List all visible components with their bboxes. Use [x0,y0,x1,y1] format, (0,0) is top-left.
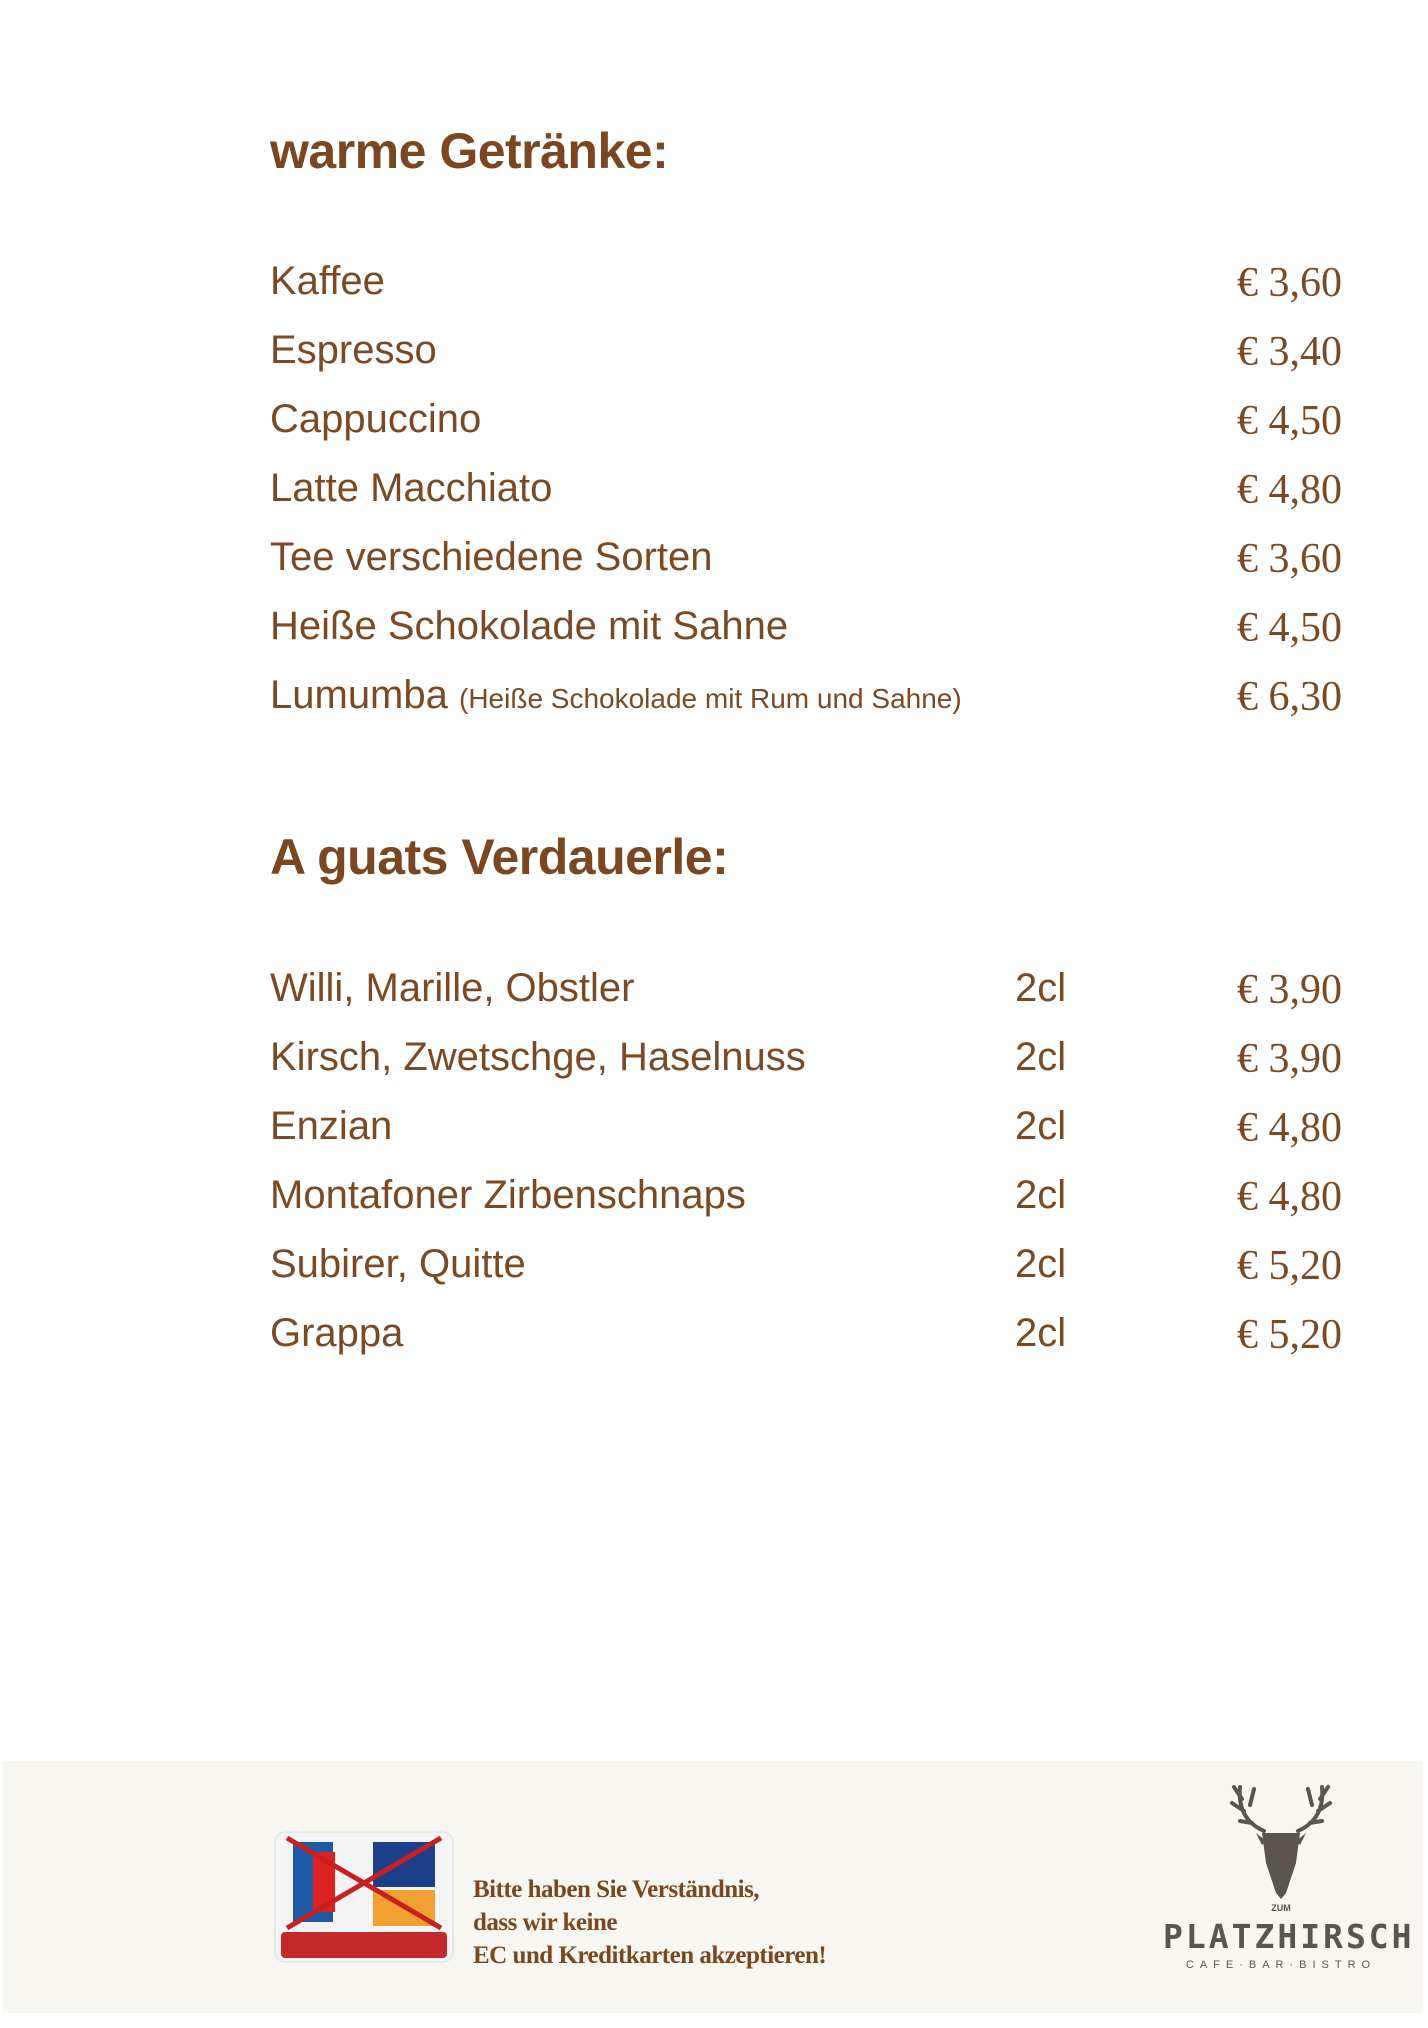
no-card-payment-icon [273,1830,455,1964]
notice-line: Bitte haben Sie Verständnis, [473,1876,760,1903]
item-size: 2cl [1015,1242,1067,1286]
item-name-text: Kaffee [270,259,385,303]
notice-line: dass wir keine [473,1909,617,1936]
item-size: 2cl [1015,1035,1067,1079]
item-name-text: Enzian [270,1104,393,1148]
menu-item: Heiße Schokolade mit Sahne € 4,50 [270,604,1342,664]
item-name-text: Montafoner Zirbenschnaps [270,1173,746,1217]
item-name-text: Kirsch, Zwetschge, Haselnuss [270,1035,806,1079]
menu-item: Lumumba (Heiße Schokolade mit Rum und Sa… [270,673,1342,733]
item-name-text: Cappuccino [270,397,482,441]
item-note: (Heiße Schokolade mit Rum und Sahne) [459,683,962,714]
platzhirsch-logo: ZUM PLATZHIRSCH CAFE·BAR·BISTRO [1163,1783,1415,1975]
item-name-text: Latte Macchiato [270,466,553,510]
menu-item: Kaffee € 3,60 [270,259,1342,319]
menu-item: Espresso € 3,40 [270,328,1342,388]
section-title-digestifs: A guats Verdauerle: [270,829,729,885]
menu-item: Grappa 2cl € 5,20 [270,1311,1342,1371]
menu-item: Enzian 2cl € 4,80 [270,1104,1342,1164]
logo-small-text: ZUM [1271,1903,1291,1913]
item-name: Cappuccino [270,397,481,442]
item-price: € 4,80 [1237,1105,1342,1151]
item-price: € 4,50 [1237,605,1342,651]
item-name-text: Tee verschiedene Sorten [270,535,713,579]
section-title-warm-drinks: warme Getränke: [270,123,669,179]
item-name-text: Willi, Marille, Obstler [270,966,635,1010]
item-price: € 6,30 [1237,674,1342,720]
item-price: € 3,90 [1237,967,1342,1013]
item-name: Grappa [270,1311,403,1356]
item-price: € 5,20 [1237,1312,1342,1358]
menu-item: Subirer, Quitte 2cl € 5,20 [270,1242,1342,1302]
item-name: Subirer, Quitte [270,1242,526,1287]
menu-item: Cappuccino € 4,50 [270,397,1342,457]
item-name: Montafoner Zirbenschnaps [270,1173,746,1218]
item-name: Kaffee [270,259,385,304]
item-name-text: Espresso [270,328,437,372]
item-price: € 5,20 [1237,1243,1342,1289]
item-price: € 4,80 [1237,1174,1342,1220]
item-name: Espresso [270,328,437,373]
item-price: € 3,40 [1237,329,1342,375]
item-price: € 4,80 [1237,467,1342,513]
footer-band: Bitte haben Sie Verständnis, dass wir ke… [3,1761,1423,2013]
stag-head-icon [1230,1785,1332,1899]
item-size: 2cl [1015,1311,1067,1355]
item-name-text: Lumumba [270,673,448,717]
item-name: Lumumba (Heiße Schokolade mit Rum und Sa… [270,673,962,718]
item-name-text: Grappa [270,1311,404,1355]
logo-name: PLATZHIRSCH [1163,1917,1415,1956]
notice-line: EC und Kreditkarten akzeptieren! [473,1942,827,1969]
item-price: € 3,60 [1237,260,1342,306]
item-name: Enzian [270,1104,392,1149]
menu-item: Montafoner Zirbenschnaps 2cl € 4,80 [270,1173,1342,1233]
item-name-text: Subirer, Quitte [270,1242,526,1286]
item-price: € 4,50 [1237,398,1342,444]
item-name: Heiße Schokolade mit Sahne [270,604,788,649]
logo-subtitle: CAFE·BAR·BISTRO [1185,1959,1377,1971]
item-name-text: Heiße Schokolade mit Sahne [270,604,789,648]
item-name: Latte Macchiato [270,466,552,511]
menu-item: Tee verschiedene Sorten € 3,60 [270,535,1342,595]
menu-item: Latte Macchiato € 4,80 [270,466,1342,526]
payment-notice: Bitte haben Sie Verständnis, dass wir ke… [473,1873,827,1972]
item-price: € 3,60 [1237,536,1342,582]
item-name: Kirsch, Zwetschge, Haselnuss [270,1035,806,1080]
item-size: 2cl [1015,1104,1067,1148]
item-name: Willi, Marille, Obstler [270,966,634,1011]
item-size: 2cl [1015,966,1067,1010]
item-size: 2cl [1015,1173,1067,1217]
item-price: € 3,90 [1237,1036,1342,1082]
menu-item: Willi, Marille, Obstler 2cl € 3,90 [270,966,1342,1026]
item-name: Tee verschiedene Sorten [270,535,713,580]
menu-item: Kirsch, Zwetschge, Haselnuss 2cl € 3,90 [270,1035,1342,1095]
